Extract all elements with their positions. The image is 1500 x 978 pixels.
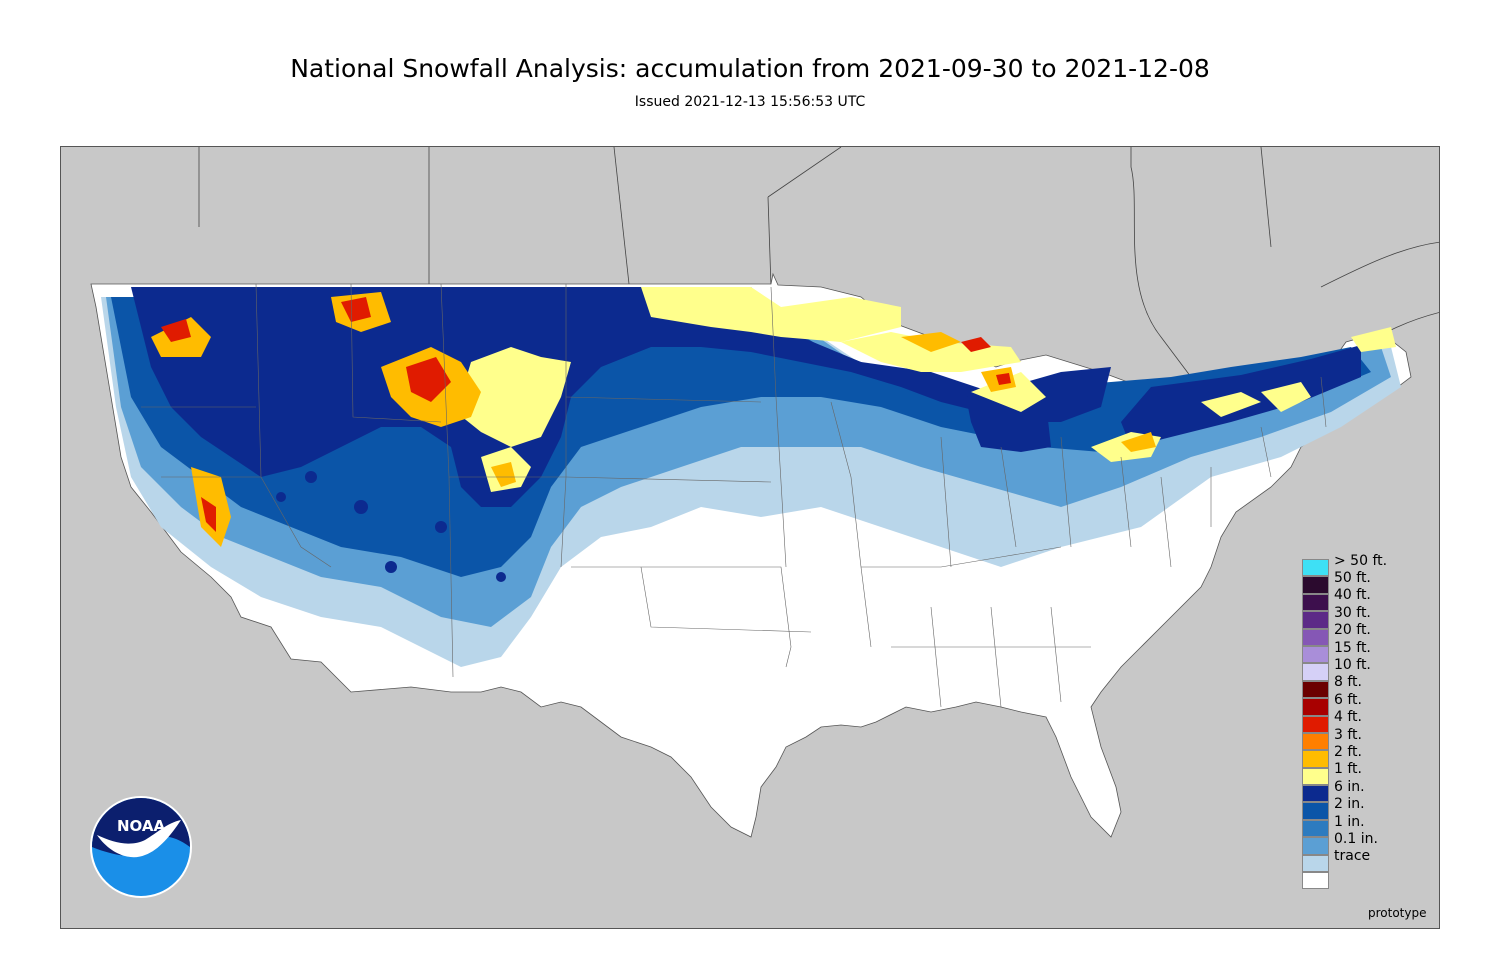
noaa-logo-icon: NOAA bbox=[89, 795, 193, 903]
legend-label: 1 ft. bbox=[1334, 761, 1362, 778]
legend-swatch bbox=[1302, 611, 1329, 629]
prototype-note: prototype bbox=[1368, 906, 1427, 920]
noaa-logo-text: NOAA bbox=[117, 817, 166, 835]
legend-label: 2 in. bbox=[1334, 796, 1365, 813]
legend-row: 6 in. bbox=[1302, 779, 1422, 803]
legend-row: 20 ft. bbox=[1302, 622, 1422, 646]
legend-swatch bbox=[1302, 680, 1329, 699]
legend-swatch bbox=[1302, 854, 1329, 873]
legend-swatch bbox=[1302, 819, 1329, 838]
legend-label: 50 ft. bbox=[1334, 570, 1371, 587]
legend-row: 3 ft. bbox=[1302, 727, 1422, 751]
legend-label: 0.1 in. bbox=[1334, 830, 1378, 847]
legend-label: 6 ft. bbox=[1334, 691, 1362, 708]
legend-row: 6 ft. bbox=[1302, 692, 1422, 716]
legend-swatch bbox=[1302, 872, 1329, 890]
legend-row: 2 in. bbox=[1302, 796, 1422, 820]
legend-label: 3 ft. bbox=[1334, 726, 1362, 743]
legend-row: 15 ft. bbox=[1302, 640, 1422, 664]
legend-label: 4 ft. bbox=[1334, 709, 1362, 726]
legend-row: 50 ft. bbox=[1302, 570, 1422, 594]
legend-swatch bbox=[1302, 732, 1329, 751]
snowfall-map[interactable] bbox=[60, 146, 1440, 929]
legend-label: trace bbox=[1334, 848, 1371, 865]
legend-swatch bbox=[1302, 802, 1329, 820]
legend-swatch bbox=[1302, 628, 1329, 646]
issued-timestamp: Issued 2021-12-13 15:56:53 UTC bbox=[634, 94, 866, 110]
legend-label: 10 ft. bbox=[1334, 657, 1371, 674]
legend-swatch bbox=[1302, 715, 1329, 733]
legend-row: 1 in. bbox=[1302, 814, 1422, 838]
legend-row: 8 ft. bbox=[1302, 674, 1422, 699]
map-title: National Snowfall Analysis: accumulation… bbox=[290, 54, 1210, 83]
legend-label: 15 ft. bbox=[1334, 639, 1371, 656]
legend-label: 30 ft. bbox=[1334, 604, 1371, 621]
neighbor-borders bbox=[198, 147, 1439, 378]
legend-label: 1 in. bbox=[1334, 813, 1365, 830]
legend-row: 1 ft. bbox=[1302, 761, 1422, 786]
legend-label: 8 ft. bbox=[1334, 674, 1362, 691]
legend-swatch bbox=[1302, 663, 1329, 681]
legend-row: 2 ft. bbox=[1302, 744, 1422, 768]
legend-swatch bbox=[1302, 559, 1329, 577]
legend-label: 20 ft. bbox=[1334, 622, 1371, 639]
legend-swatch bbox=[1302, 593, 1329, 612]
legend-swatch bbox=[1302, 767, 1329, 786]
legend-row: 40 ft. bbox=[1302, 587, 1422, 612]
legend-label: 40 ft. bbox=[1334, 587, 1371, 604]
legend-row: 4 ft. bbox=[1302, 709, 1422, 733]
legend-swatch bbox=[1302, 698, 1329, 716]
legend-label: 2 ft. bbox=[1334, 743, 1362, 760]
legend-row: 0.1 in. bbox=[1302, 831, 1422, 855]
state-boundaries bbox=[141, 283, 1327, 708]
snow-cover-layer bbox=[101, 287, 1401, 667]
legend-row: 10 ft. bbox=[1302, 657, 1422, 681]
legend-row: 30 ft. bbox=[1302, 605, 1422, 629]
legend-row: > 50 ft. bbox=[1302, 553, 1422, 577]
legend: > 50 ft. 50 ft. 40 ft. 30 ft. 20 ft. 15 … bbox=[1302, 553, 1422, 890]
legend-swatch bbox=[1302, 576, 1329, 594]
legend-swatch bbox=[1302, 645, 1329, 664]
legend-swatch bbox=[1302, 750, 1329, 768]
legend-label: > 50 ft. bbox=[1334, 552, 1388, 569]
legend-row: trace bbox=[1302, 848, 1422, 873]
legend-swatch bbox=[1302, 785, 1329, 803]
legend-swatch bbox=[1302, 837, 1329, 855]
legend-label: 6 in. bbox=[1334, 778, 1365, 795]
legend-row bbox=[1302, 872, 1422, 890]
